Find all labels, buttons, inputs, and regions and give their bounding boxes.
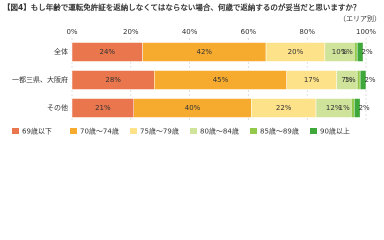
data-label: 20% <box>288 48 304 56</box>
legend-swatch <box>130 128 137 134</box>
data-label: 10% <box>332 48 348 56</box>
legend-swatch <box>190 128 197 134</box>
y-tick-label: その他 <box>47 103 68 112</box>
legend-swatch <box>70 128 77 134</box>
data-label: 21% <box>95 104 111 112</box>
x-tick-label: 0% <box>66 28 77 36</box>
data-label: 2% <box>362 48 373 56</box>
legend-label: 70歳～74歳 <box>80 127 119 136</box>
bar-segment <box>356 70 361 90</box>
legend-label: 90歳以上 <box>320 127 350 136</box>
legend-label: 80歳～84歳 <box>200 127 239 136</box>
legend-label: 75歳～79歳 <box>140 127 179 136</box>
data-label: 42% <box>197 48 213 56</box>
x-tick-label: 40% <box>182 28 198 36</box>
data-label: 1% <box>345 76 356 84</box>
bar-segment <box>353 98 361 118</box>
data-label: 12% <box>326 104 342 112</box>
bar-segment <box>353 42 358 62</box>
data-label: 1% <box>342 48 353 56</box>
y-tick-label: 全体 <box>54 47 68 56</box>
data-label: 24% <box>99 48 115 56</box>
data-label: 2% <box>359 104 370 112</box>
legend-label: 85歳～89歳 <box>260 127 299 136</box>
data-label: 2% <box>364 76 375 84</box>
data-label: 40% <box>185 104 201 112</box>
chart-title: 【図4】もし年齢で運転免許証を返納しなくてはならない場合、何歳で返納するのが妥当… <box>3 2 360 12</box>
x-tick-label: 60% <box>241 28 257 36</box>
bar-segment <box>351 98 355 118</box>
data-label: 28% <box>105 76 121 84</box>
x-tick-label: 80% <box>299 28 315 36</box>
legend-swatch <box>310 128 317 134</box>
data-label: 22% <box>276 104 292 112</box>
y-tick-label: 一都三県、大阪府 <box>12 75 68 84</box>
chart-subtitle: （エリア別） <box>339 14 381 23</box>
data-label: 7% <box>341 76 352 84</box>
legend-swatch <box>250 128 257 134</box>
data-label: 17% <box>304 76 320 84</box>
x-tick-label: 100% <box>356 28 376 36</box>
x-tick-label: 20% <box>123 28 139 36</box>
legend-label: 69歳以下 <box>22 127 52 136</box>
bar-segment <box>356 42 364 62</box>
legend-swatch <box>12 128 19 134</box>
data-label: 1% <box>339 104 350 112</box>
data-label: 45% <box>213 76 229 84</box>
bar-segment <box>359 70 367 90</box>
chart: 【図4】もし年齢で運転免許証を返納しなくてはならない場合、何歳で返納するのが妥当… <box>3 2 381 136</box>
